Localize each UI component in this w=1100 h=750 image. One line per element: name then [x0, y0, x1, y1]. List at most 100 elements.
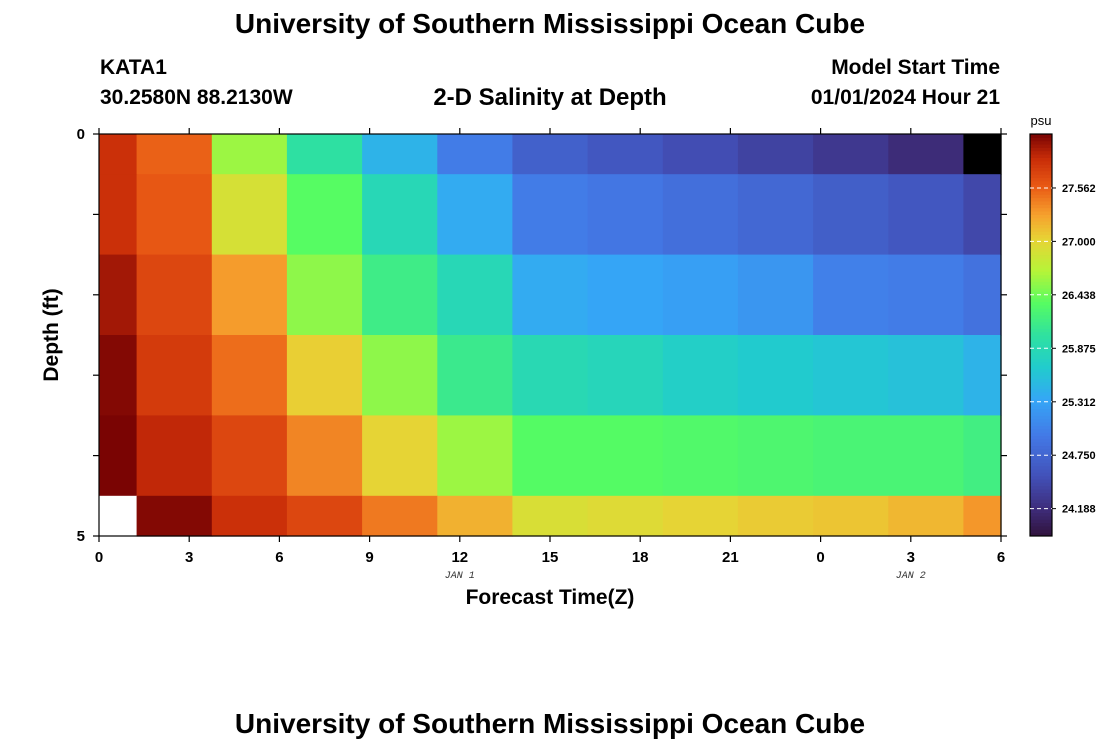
colorbar-segment [1030, 331, 1052, 336]
heatmap-cell [963, 335, 1002, 416]
colorbar-segment [1030, 301, 1052, 306]
y-tick-label: 5 [77, 528, 85, 545]
heatmap-cell [888, 335, 965, 416]
heatmap-cell [99, 174, 138, 256]
heatmap-cell [662, 254, 739, 336]
colorbar-segment [1030, 532, 1052, 537]
colorbar-segment [1030, 187, 1052, 192]
colorbar-segment [1030, 144, 1052, 148]
heatmap-cell [211, 254, 288, 336]
colorbar-segment [1030, 475, 1052, 480]
colorbar-segment [1030, 214, 1052, 219]
colorbar-segment [1030, 529, 1052, 534]
colorbar-segment [1030, 211, 1052, 215]
colorbar-segment [1030, 408, 1052, 413]
colorbar-segment [1030, 207, 1052, 212]
colorbar-segment [1030, 479, 1052, 483]
colorbar-segment [1030, 274, 1052, 279]
colorbar-segment [1030, 234, 1052, 239]
colorbar-segment [1030, 244, 1052, 249]
colorbar-segment [1030, 231, 1052, 235]
colorbar-segment [1030, 462, 1052, 467]
heatmap-cell [437, 415, 514, 497]
colorbar-segment [1030, 499, 1052, 503]
heatmap-cell [737, 174, 814, 256]
colorbar-segment [1030, 398, 1052, 403]
colorbar-segment [1030, 425, 1052, 430]
x-tick-label: 18 [632, 549, 649, 566]
heatmap-cell [136, 415, 213, 497]
x-tick-label: 6 [275, 549, 283, 566]
colorbar-segment [1030, 177, 1052, 182]
colorbar-segment [1030, 284, 1052, 289]
heatmap-cell [286, 415, 363, 497]
heatmap-cell [963, 254, 1002, 336]
colorbar-segment [1030, 150, 1052, 155]
heatmap-cell [512, 174, 589, 256]
heatmap-cell [587, 415, 664, 497]
heatmap-cell [136, 134, 213, 175]
colorbar-segment [1030, 428, 1052, 433]
colorbar-segment [1030, 522, 1052, 527]
heatmap-cell [286, 335, 363, 416]
y-axis-label: Depth (ft) [40, 288, 63, 381]
heatmap-cell [437, 335, 514, 416]
colorbar-segment [1030, 157, 1052, 162]
date-label: JAN 1 [445, 571, 475, 582]
colorbar-segment [1030, 294, 1052, 299]
colorbar-segment [1030, 160, 1052, 165]
colorbar-segment [1030, 442, 1052, 447]
heatmap-cell [737, 335, 814, 416]
colorbar-segment [1030, 341, 1052, 346]
x-tick-label: 0 [816, 549, 824, 566]
heatmap-cell [99, 134, 138, 175]
colorbar-segment [1030, 385, 1052, 390]
colorbar-segment [1030, 204, 1052, 209]
colorbar-segment [1030, 418, 1052, 423]
heatmap-cell [737, 415, 814, 497]
colorbar-segment [1030, 217, 1052, 222]
colorbar-segment [1030, 164, 1052, 168]
colorbar-segment [1030, 502, 1052, 507]
colorbar-segment [1030, 261, 1052, 266]
colorbar-segment [1030, 355, 1052, 359]
heatmap-cell [737, 134, 814, 175]
station-coordinates: 30.2580N 88.2130W [100, 86, 293, 109]
colorbar-segment [1030, 291, 1052, 296]
colorbar-segment [1030, 237, 1052, 242]
colorbar-segment [1030, 257, 1052, 262]
x-tick-label: 12 [451, 549, 468, 566]
heatmap-cell [437, 254, 514, 336]
colorbar-segment [1030, 512, 1052, 517]
heatmap-cell [362, 254, 438, 336]
colorbar-segment [1030, 525, 1052, 530]
colorbar-segment [1030, 134, 1052, 138]
heatmap-cell [211, 495, 288, 537]
colorbar-segment [1030, 405, 1052, 410]
heatmap-cell [888, 174, 965, 256]
colorbar-segment [1030, 482, 1052, 487]
colorbar-segment [1030, 371, 1052, 376]
heatmap-cell [136, 335, 213, 416]
heatmap-cell [813, 254, 889, 336]
colorbar-segment [1030, 197, 1052, 202]
colorbar-segment [1030, 311, 1052, 316]
colorbar-tick-label: 24.188 [1062, 504, 1096, 516]
colorbar-segment [1030, 378, 1052, 383]
colorbar-segment [1030, 458, 1052, 463]
heatmap-cell [888, 495, 965, 537]
x-axis-ticks: 0 3 6 9 12 15 18 21 0 3 6 JAN 1 JAN 2 [95, 128, 1005, 582]
colorbar-segment [1030, 402, 1052, 406]
colorbar-segment [1030, 492, 1052, 497]
colorbar-segment [1030, 519, 1052, 524]
heatmap-cell [136, 495, 213, 537]
colorbar-segment [1030, 445, 1052, 450]
colorbar-segment [1030, 412, 1052, 416]
colorbar-segment [1030, 308, 1052, 313]
page-title-bottom: University of Southern Mississippi Ocean… [234, 708, 866, 739]
colorbar-segment [1030, 304, 1052, 309]
colorbar-segment [1030, 489, 1052, 493]
heatmap-cell [587, 174, 664, 256]
heatmap-cell [211, 335, 288, 416]
